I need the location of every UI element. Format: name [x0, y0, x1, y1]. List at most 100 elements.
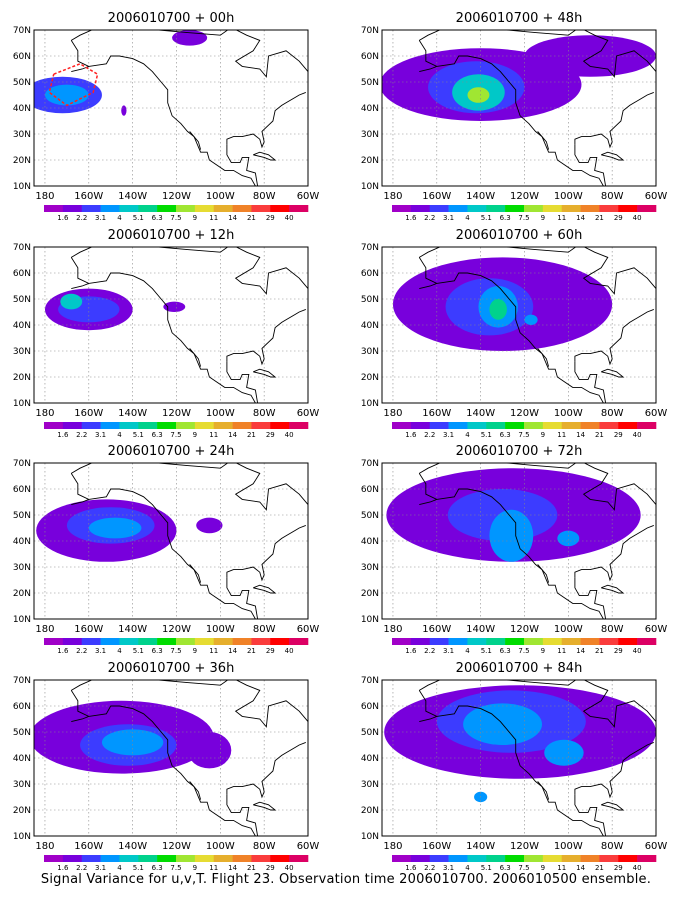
- colorbar-swatch: [289, 855, 309, 862]
- colorbar-swatch: [232, 638, 252, 645]
- lon-tick-label: 120W: [162, 841, 191, 852]
- lat-tick-label: 60N: [13, 702, 31, 712]
- colorbar-swatch: [599, 855, 619, 862]
- coastline: [226, 144, 259, 186]
- lat-tick-label: 30N: [361, 130, 379, 140]
- lon-tick-label: 80W: [253, 624, 276, 635]
- colorbar-swatch: [524, 422, 544, 429]
- variance-contour: [88, 517, 142, 539]
- colorbar-label: 40: [633, 431, 642, 439]
- coastline: [226, 91, 306, 149]
- lon-tick-label: 100W: [206, 191, 235, 202]
- lon-tick-label: 120W: [510, 191, 539, 202]
- colorbar-swatch: [176, 422, 196, 429]
- colorbar-swatch: [213, 638, 233, 645]
- colorbar-label: 14: [576, 214, 585, 222]
- lon-tick-label: 60W: [297, 841, 320, 852]
- colorbar-label: 2.2: [76, 214, 87, 222]
- coastline: [601, 584, 625, 594]
- colorbar-label: 14: [228, 647, 237, 655]
- map-frame: [381, 462, 657, 620]
- lat-tick-label: 40N: [361, 754, 379, 764]
- colorbar-label: 2.2: [424, 431, 435, 439]
- lat-tick-label: 30N: [13, 130, 31, 140]
- lon-tick-label: 180: [383, 624, 402, 635]
- lon-tick-label: 100W: [554, 408, 583, 419]
- colorbar-swatch: [410, 422, 431, 429]
- lon-tick-label: 140W: [118, 624, 147, 635]
- coastline: [71, 30, 308, 78]
- colorbar-swatch: [448, 422, 468, 429]
- colorbar-swatch: [119, 422, 139, 429]
- lat-tick-label: 40N: [361, 537, 379, 547]
- lon-tick-label: 120W: [510, 408, 539, 419]
- colorbar-swatch: [561, 205, 581, 212]
- lon-tick-label: 80W: [601, 408, 624, 419]
- colorbar-label: 14: [576, 864, 585, 872]
- colorbar-swatch: [62, 855, 83, 862]
- colorbar-label: 21: [595, 647, 604, 655]
- lon-tick-label: 60W: [645, 408, 668, 419]
- coastline: [71, 680, 308, 728]
- coastline: [601, 368, 625, 378]
- lon-tick-label: 80W: [601, 624, 624, 635]
- colorbar-label: 4: [117, 864, 122, 872]
- colorbar-label: 1.6: [57, 431, 69, 439]
- colorbar-swatch: [138, 855, 158, 862]
- colorbar-label: 2.2: [76, 431, 87, 439]
- map-panel: 2006010700 + 60h 10N 20N 30N 40N 50N 60N 70N 180…: [361, 228, 668, 439]
- colorbar-label: 14: [228, 864, 237, 872]
- coastline: [574, 308, 654, 366]
- lat-tick-label: 30N: [361, 563, 379, 573]
- coastline: [419, 65, 437, 73]
- colorbar-swatch: [524, 855, 544, 862]
- lon-tick-label: 180: [383, 191, 402, 202]
- colorbar-label: 29: [266, 647, 275, 655]
- lat-tick-label: 20N: [13, 156, 31, 166]
- lon-tick-label: 140W: [466, 191, 495, 202]
- coastline: [71, 715, 89, 723]
- coastline: [70, 257, 256, 403]
- colorbar-swatch: [251, 205, 271, 212]
- lon-tick-label: 80W: [253, 408, 276, 419]
- colorbar-swatch: [618, 855, 638, 862]
- colorbar-swatch: [157, 638, 177, 645]
- colorbar-swatch: [599, 638, 619, 645]
- colorbar-swatch: [213, 422, 233, 429]
- colorbar-swatch: [561, 422, 581, 429]
- colorbar-label: 4: [465, 214, 470, 222]
- lon-tick-label: 160W: [422, 841, 451, 852]
- colorbar-swatch: [62, 638, 83, 645]
- colorbar-swatch: [599, 205, 619, 212]
- colorbar-swatch: [467, 638, 487, 645]
- coastline: [189, 131, 202, 150]
- lat-tick-label: 50N: [13, 511, 31, 521]
- map-frame: [33, 246, 309, 404]
- lon-tick-label: 180: [35, 191, 54, 202]
- colorbar-label: 9: [541, 864, 545, 872]
- colorbar-label: 3.1: [95, 864, 106, 872]
- lon-tick-label: 140W: [466, 408, 495, 419]
- lon-tick-label: 120W: [510, 841, 539, 852]
- lon-tick-label: 80W: [253, 191, 276, 202]
- variance-contour: [524, 314, 538, 325]
- colorbar-label: 3.1: [95, 214, 106, 222]
- colorbar-label: 11: [557, 214, 566, 222]
- lat-tick-label: 50N: [361, 78, 379, 88]
- coastline: [537, 781, 550, 800]
- coastline: [226, 577, 259, 619]
- colorbar-label: 21: [247, 214, 256, 222]
- colorbar-swatch: [637, 422, 657, 429]
- colorbar-label: 5.1: [481, 431, 492, 439]
- lat-tick-label: 20N: [361, 589, 379, 599]
- colorbar-swatch: [44, 422, 64, 429]
- colorbar-label: 21: [247, 864, 256, 872]
- colorbar-swatch: [270, 422, 290, 429]
- colorbar-label: 1.6: [405, 647, 417, 655]
- colorbar-label: 40: [285, 431, 294, 439]
- colorbar-label: 29: [614, 647, 623, 655]
- lat-tick-label: 10N: [361, 832, 379, 842]
- lon-tick-label: 140W: [466, 841, 495, 852]
- colorbar-swatch: [542, 855, 563, 862]
- coastline: [189, 348, 202, 367]
